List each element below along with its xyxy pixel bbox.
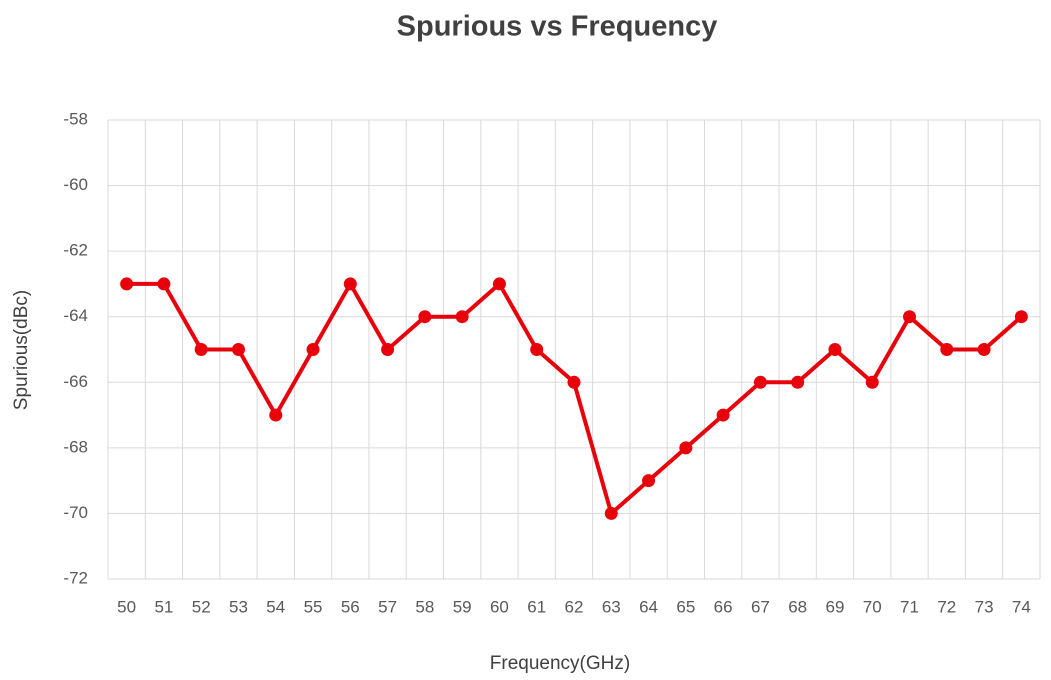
y-axis-title: Spurious(dBc): [11, 290, 32, 410]
x-tick-label: 59: [453, 597, 472, 616]
y-tick-label: -72: [63, 568, 88, 587]
x-tick-label: 51: [154, 597, 173, 616]
x-tick-label: 53: [229, 597, 248, 616]
y-tick-label: -70: [63, 503, 88, 522]
x-tick-label: 74: [1012, 597, 1031, 616]
y-tick-label: -66: [63, 372, 88, 391]
marker: [865, 375, 879, 389]
marker: [940, 343, 954, 356]
x-tick-label: 67: [751, 597, 770, 616]
x-tick-label: 65: [676, 597, 695, 616]
x-tick-label: 60: [490, 597, 509, 616]
marker: [679, 441, 693, 455]
x-tick-label: 68: [788, 597, 807, 616]
x-tick-label: 52: [192, 597, 211, 616]
x-tick-label: 54: [266, 597, 285, 616]
marker: [567, 375, 581, 389]
marker: [194, 343, 208, 356]
x-tick-label: 69: [825, 597, 844, 616]
marker: [120, 277, 134, 291]
x-tick-label: 72: [937, 597, 956, 616]
x-tick-label: 50: [117, 597, 136, 616]
marker: [231, 343, 245, 356]
marker: [492, 277, 506, 291]
x-tick-label: 63: [602, 597, 621, 616]
x-axis-title: Frequency(GHz): [490, 653, 630, 674]
x-tick-label: 57: [378, 597, 397, 616]
marker: [977, 343, 991, 356]
x-tick-label: 58: [415, 597, 434, 616]
marker: [530, 343, 544, 356]
marker: [642, 474, 656, 488]
y-tick-label: -64: [63, 306, 88, 325]
x-tick-label: 55: [304, 597, 323, 616]
marker: [455, 310, 469, 324]
marker: [269, 408, 283, 422]
x-tick-label: 62: [565, 597, 584, 616]
marker: [418, 310, 432, 324]
x-tick-label: 56: [341, 597, 360, 616]
marker: [306, 343, 320, 356]
marker: [343, 277, 357, 291]
chart-title: Spurious vs Frequency: [397, 11, 718, 43]
marker: [716, 408, 730, 422]
marker: [604, 506, 618, 520]
y-tick-label: -68: [63, 437, 88, 456]
marker: [753, 375, 767, 389]
y-tick-label: -58: [63, 109, 88, 128]
marker: [157, 277, 171, 291]
marker: [1014, 310, 1028, 324]
x-tick-label: 73: [975, 597, 994, 616]
x-tick-label: 66: [714, 597, 733, 616]
line: [126, 281, 1023, 516]
marker: [381, 343, 395, 356]
y-tick-label: -60: [63, 175, 88, 194]
x-tick-label: 61: [527, 597, 546, 616]
marker: [791, 375, 805, 389]
y-tick-label: -62: [63, 241, 88, 260]
marker: [903, 310, 917, 324]
marker: [828, 343, 842, 356]
x-tick-label: 64: [639, 597, 658, 616]
x-tick-label: 70: [863, 597, 882, 616]
x-tick-label: 71: [900, 597, 919, 616]
